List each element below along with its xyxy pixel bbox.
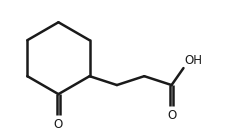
Text: O: O [54, 118, 63, 131]
Text: O: O [167, 109, 176, 122]
Text: OH: OH [185, 54, 203, 67]
